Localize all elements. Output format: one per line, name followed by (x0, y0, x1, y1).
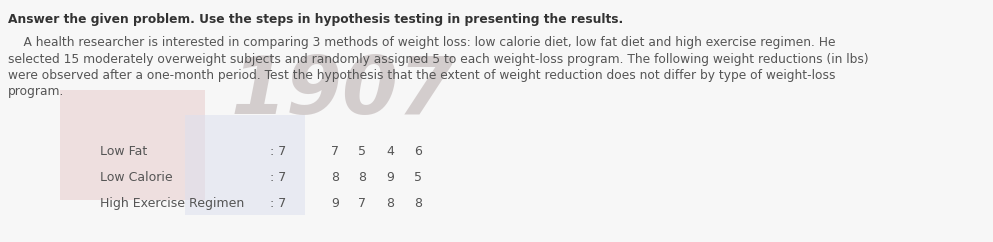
Text: 9: 9 (331, 197, 339, 210)
Text: 7: 7 (358, 197, 366, 210)
Text: High Exercise Regimen: High Exercise Regimen (100, 197, 244, 210)
FancyBboxPatch shape (185, 115, 305, 215)
Text: 1907: 1907 (230, 53, 455, 131)
Text: : 7: : 7 (270, 171, 286, 184)
Text: Low Calorie: Low Calorie (100, 171, 173, 184)
Text: 6: 6 (414, 145, 422, 158)
Text: 5: 5 (414, 171, 422, 184)
Text: selected 15 moderately overweight subjects and randomly assigned 5 to each weigh: selected 15 moderately overweight subjec… (8, 53, 869, 66)
Text: 9: 9 (386, 171, 394, 184)
Text: 4: 4 (386, 145, 394, 158)
Text: 8: 8 (414, 197, 422, 210)
Text: 7: 7 (331, 145, 339, 158)
Text: : 7: : 7 (270, 145, 286, 158)
Text: 5: 5 (358, 145, 366, 158)
Text: Answer the given problem. Use the steps in hypothesis testing in presenting the : Answer the given problem. Use the steps … (8, 13, 624, 26)
Text: Low Fat: Low Fat (100, 145, 147, 158)
Text: program.: program. (8, 85, 65, 98)
Text: were observed after a one-month period. Test the hypothesis that the extent of w: were observed after a one-month period. … (8, 69, 835, 82)
Text: 8: 8 (331, 171, 339, 184)
FancyBboxPatch shape (60, 90, 205, 200)
Text: 8: 8 (386, 197, 394, 210)
Text: : 7: : 7 (270, 197, 286, 210)
Text: A health researcher is interested in comparing 3 methods of weight loss: low cal: A health researcher is interested in com… (8, 36, 835, 49)
Text: 8: 8 (358, 171, 366, 184)
